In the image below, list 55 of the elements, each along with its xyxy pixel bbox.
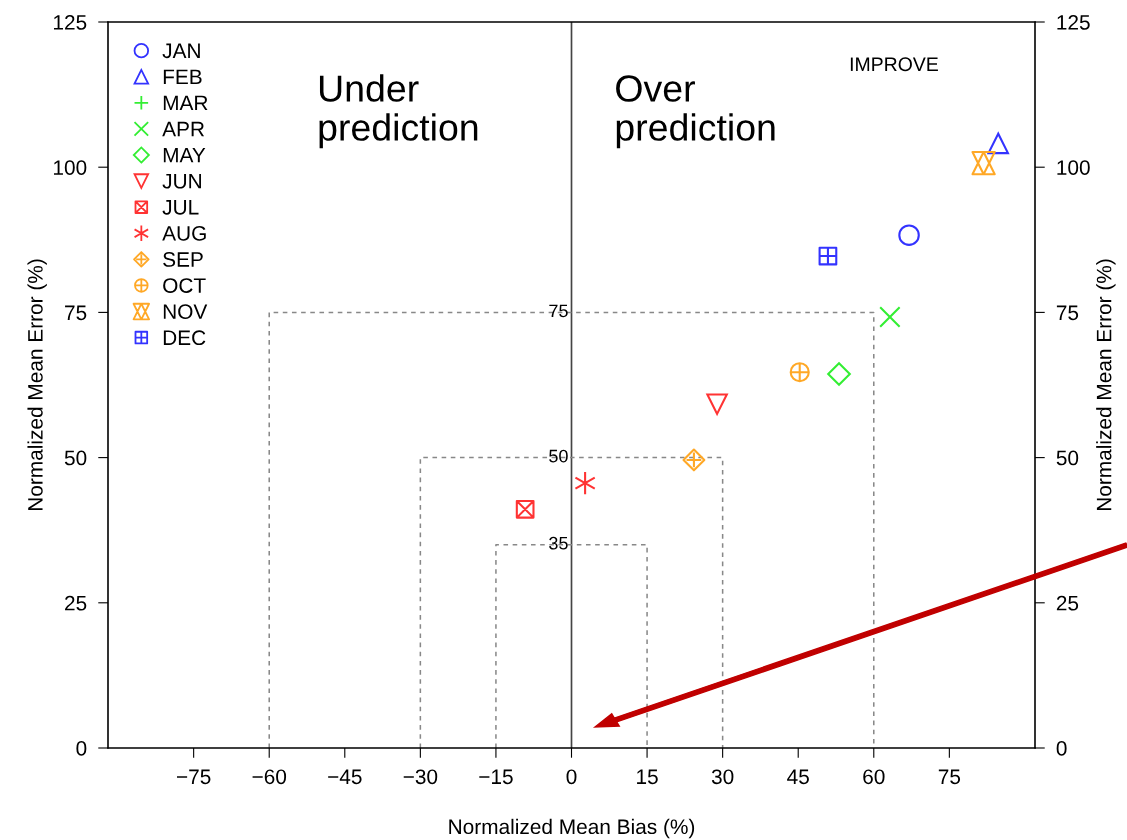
annotation: IMPROVE [850, 57, 938, 72]
x-tick-label: −45 [328, 769, 362, 785]
x-tick-label: 75 [938, 769, 961, 785]
x-tick-label: −30 [403, 769, 438, 785]
annotation: 50 [549, 449, 568, 463]
point [515, 499, 535, 519]
legend-label: APR [162, 121, 205, 137]
annotation: 75 [549, 304, 568, 318]
y2-tick-label: 0 [1056, 741, 1067, 756]
x-tick-label: 0 [566, 769, 577, 785]
y-axis-title: Normalized Mean Error (%) [27, 259, 47, 511]
y-tick-label: 100 [54, 160, 87, 175]
y-tick-label: 25 [65, 595, 87, 611]
legend-label: AUG [162, 225, 206, 241]
legend-label: MAR [163, 95, 208, 111]
point [818, 246, 838, 266]
legend-label: JUL [162, 200, 199, 215]
y-tick-label: 125 [54, 15, 87, 30]
point [827, 362, 851, 386]
annotation: Over prediction [616, 75, 775, 149]
point [987, 132, 1009, 155]
x-tick-label: 45 [787, 769, 809, 785]
point [789, 362, 810, 383]
point [706, 393, 728, 415]
legend-label: MAY [163, 147, 206, 163]
x-tick-label: 30 [711, 769, 734, 785]
legend-label: FEB [163, 69, 202, 85]
legend-label: OCT [163, 278, 206, 293]
legend-label: JUN [162, 174, 201, 189]
y2-axis-title: Normalized Mean Error (%) [1096, 259, 1116, 511]
y-tick-label: 50 [64, 450, 87, 466]
legend-label: DEC [163, 330, 206, 346]
x-axis-title: Normalized Mean Bias (%) [449, 818, 695, 839]
y2-tick-label: 50 [1056, 450, 1079, 466]
y2-tick-label: 100 [1057, 160, 1090, 175]
legend-label: NOV [163, 304, 208, 320]
x-tick-label: 15 [637, 769, 658, 785]
point [682, 448, 706, 472]
y2-tick-label: 125 [1057, 15, 1090, 30]
x-tick-label: 60 [863, 769, 885, 785]
annotation: 35 [549, 536, 568, 550]
legend-label: SEP [163, 252, 203, 267]
y-tick-label: 0 [76, 741, 87, 756]
x-tick-label: −15 [479, 769, 513, 785]
point [971, 150, 996, 176]
point [879, 306, 901, 328]
x-tick-label: −75 [177, 769, 211, 785]
legend-label: JAN [162, 43, 200, 59]
point [898, 224, 920, 246]
annotation: Under prediction [319, 74, 478, 149]
y2-tick-label: 25 [1056, 595, 1079, 611]
y-tick-label: 75 [65, 305, 87, 321]
point [574, 471, 596, 496]
y2-tick-label: 75 [1056, 305, 1079, 321]
x-tick-label: −60 [252, 769, 287, 785]
